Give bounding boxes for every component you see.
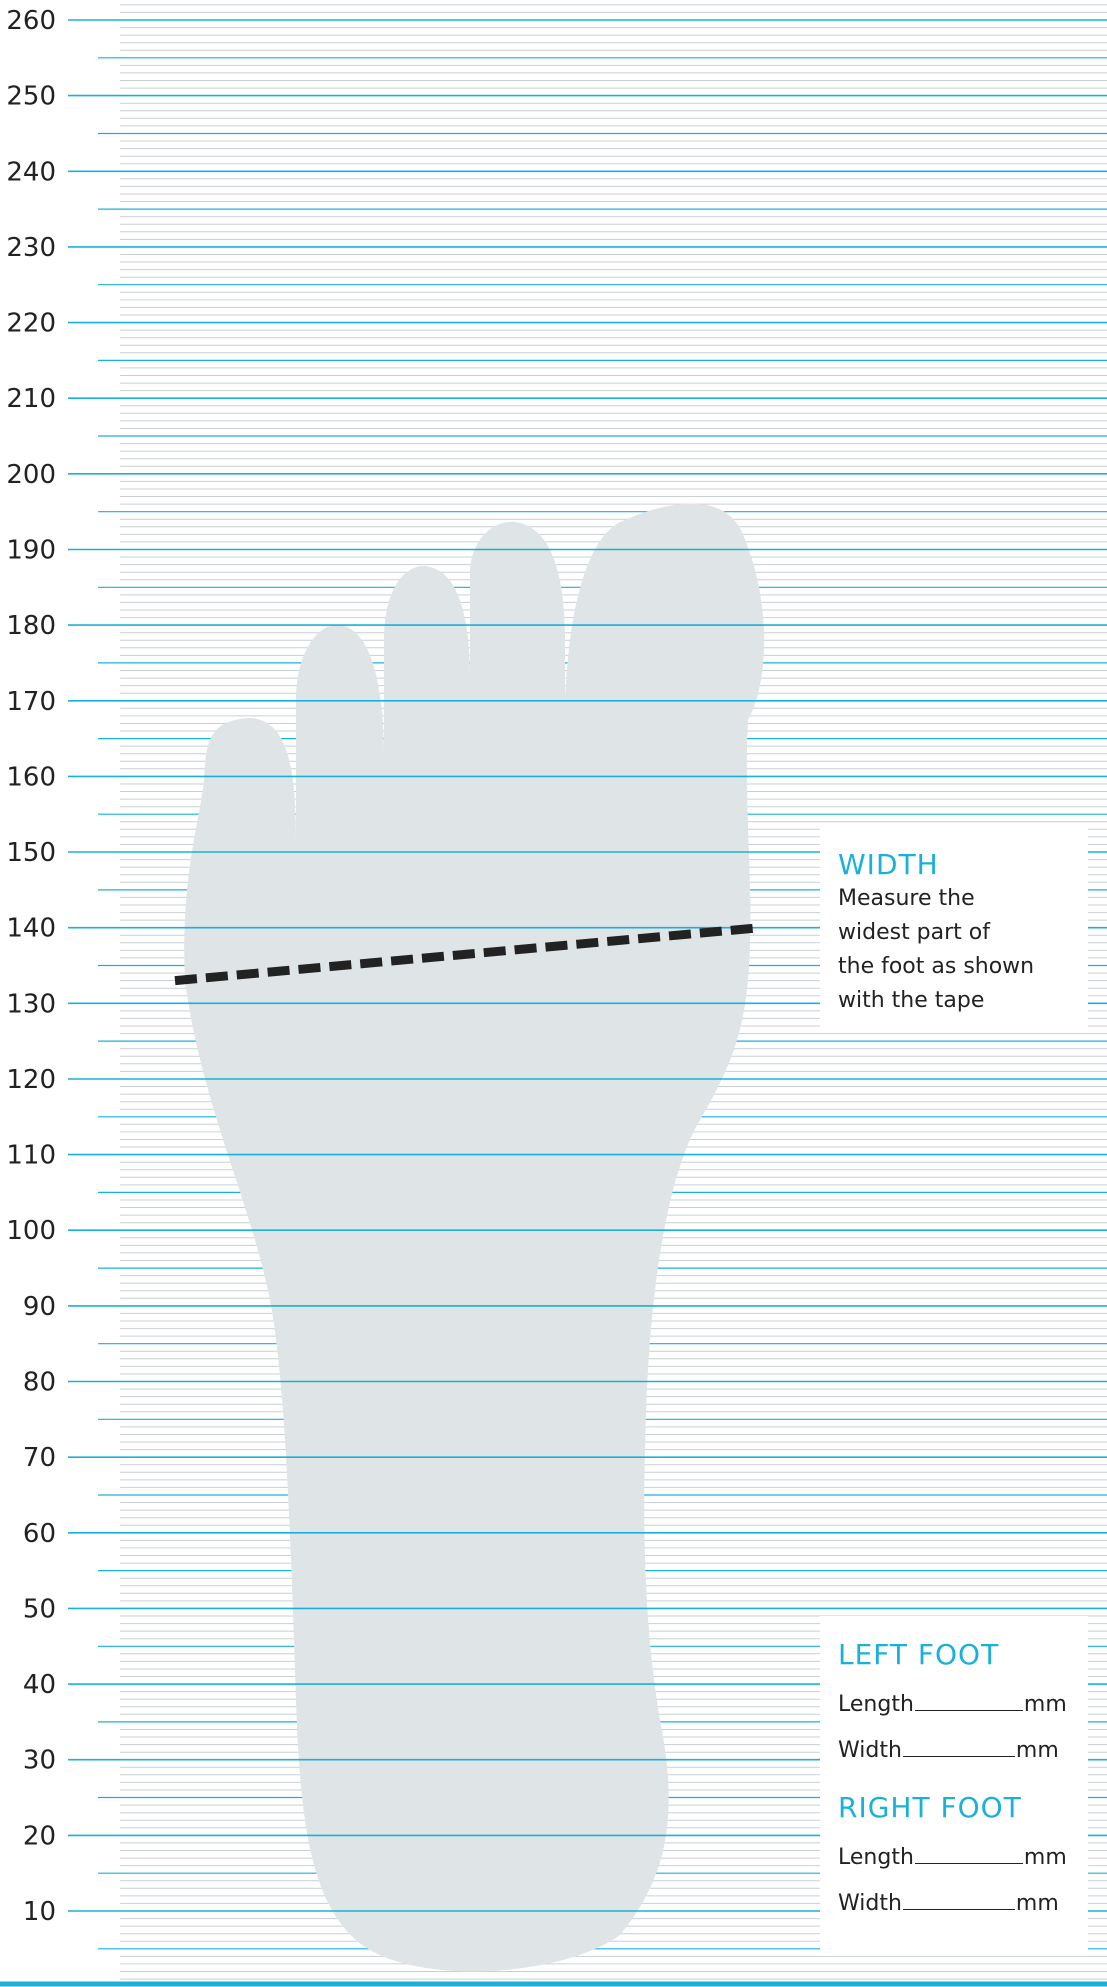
width-instruction-line: Measure the [838, 886, 975, 911]
tick-label: 150 [6, 838, 56, 868]
tick-label: 260 [6, 6, 56, 36]
tick-label: 130 [6, 989, 56, 1019]
tick-label: 210 [6, 384, 56, 414]
left-foot-length-row: Length mm [838, 1671, 1088, 1717]
left-foot-width-unit: mm [1015, 1738, 1059, 1763]
major-grid-lines [68, 19, 1107, 1912]
left-foot-title: LEFT FOOT [838, 1638, 1000, 1671]
right-foot-width-row: Width mm [838, 1870, 1088, 1916]
tick-label: 240 [6, 157, 56, 187]
tick-label: 250 [6, 82, 56, 112]
right-foot-title: RIGHT FOOT [838, 1791, 1022, 1824]
left-foot-length-unit: mm [1023, 1692, 1067, 1717]
width-instruction-line: widest part of [838, 920, 991, 945]
tick-label: 50 [23, 1594, 56, 1624]
tick-label: 20 [23, 1821, 56, 1851]
right-foot-length-unit: mm [1023, 1845, 1067, 1870]
tick-label: 220 [6, 309, 56, 339]
tick-label: 30 [23, 1746, 56, 1776]
left-foot-width-row: Width mm [838, 1717, 1088, 1763]
right-foot-width-blank[interactable] [902, 1909, 1015, 1910]
tick-label: 170 [6, 687, 56, 717]
width-tape-line [174, 923, 761, 986]
tick-label: 160 [6, 762, 56, 792]
measurement-record-panel: LEFT FOOT Length mm Width mm RIGHT FOOT … [820, 1616, 1088, 1956]
tick-labels: 260 250 240 230 220 210 200 190 180 170 160 150 140 1… [6, 6, 56, 1927]
tick-label: 80 [23, 1368, 56, 1398]
tick-label: 10 [23, 1897, 56, 1927]
left-foot-width-label: Width [838, 1738, 902, 1763]
tick-label: 60 [23, 1519, 56, 1549]
tick-label: 40 [23, 1670, 56, 1700]
left-foot-length-blank[interactable] [914, 1710, 1023, 1711]
tick-label: 90 [23, 1292, 56, 1322]
tick-label: 70 [23, 1443, 56, 1473]
tick-label: 230 [6, 233, 56, 263]
tick-label: 190 [6, 536, 56, 566]
tick-label: 100 [6, 1216, 56, 1246]
right-foot-length-row: Length mm [838, 1824, 1088, 1870]
left-foot-length-label: Length [838, 1692, 914, 1717]
foot-silhouette [184, 503, 765, 1972]
width-instruction-line: the foot as shown [838, 954, 1035, 979]
tick-label: 180 [6, 611, 56, 641]
right-foot-length-blank[interactable] [914, 1863, 1023, 1864]
width-instruction-line: with the tape [838, 988, 985, 1013]
right-foot-length-label: Length [838, 1845, 914, 1870]
tick-label: 200 [6, 460, 56, 490]
right-foot-width-unit: mm [1015, 1891, 1059, 1916]
left-foot-width-blank[interactable] [902, 1756, 1015, 1757]
tick-label: 140 [6, 914, 56, 944]
width-instructions-panel: WIDTH Measure the widest part of the foo… [820, 826, 1088, 1032]
right-foot-width-label: Width [838, 1891, 902, 1916]
width-title: WIDTH [838, 848, 939, 881]
tick-label: 110 [6, 1141, 56, 1171]
tick-label: 120 [6, 1065, 56, 1095]
